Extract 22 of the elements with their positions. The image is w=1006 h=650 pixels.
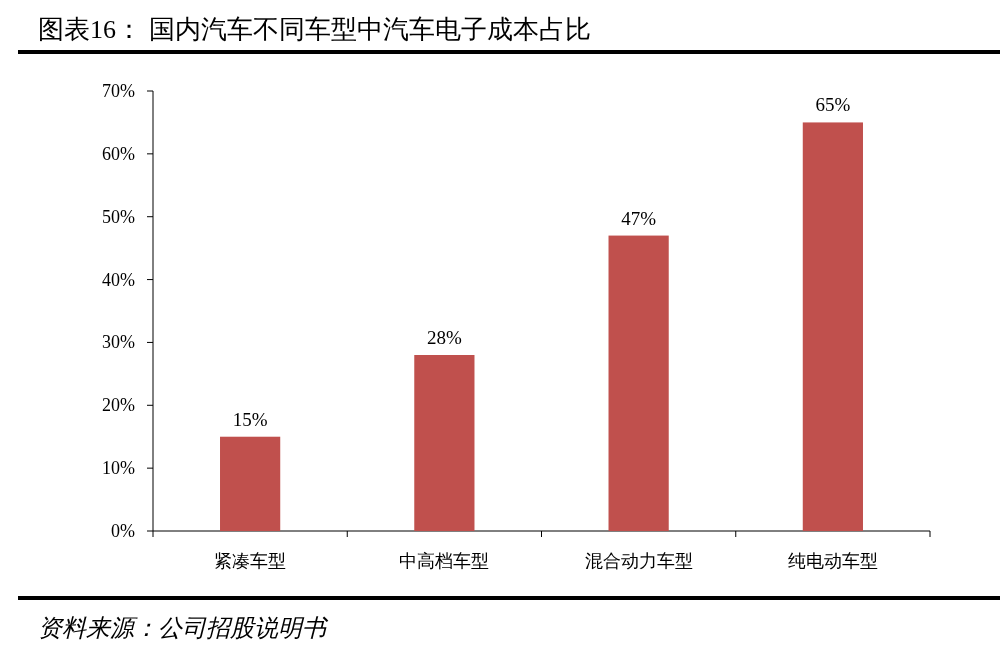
y-tick-label: 50% <box>102 206 135 227</box>
y-tick-label: 70% <box>102 81 135 101</box>
y-tick-label: 40% <box>102 269 135 290</box>
bar <box>608 235 669 531</box>
chart-title: 图表16： 国内汽车不同车型中汽车电子成本占比 <box>38 15 591 44</box>
y-tick-label: 0% <box>111 521 135 541</box>
x-tick-label: 紧凑车型 <box>214 551 287 571</box>
bar <box>802 122 863 531</box>
data-label: 47% <box>621 207 657 229</box>
x-tick-label: 中高档车型 <box>399 551 490 571</box>
x-tick-label: 纯电动车型 <box>787 551 878 571</box>
bar <box>414 355 475 531</box>
bar <box>220 436 281 531</box>
data-label: 28% <box>426 327 462 348</box>
data-label: 15% <box>232 408 268 430</box>
text: 资料来源：公司招股说明书 <box>38 615 329 641</box>
y-tick-label: 10% <box>102 458 135 479</box>
y-tick-label: 20% <box>102 395 135 416</box>
y-tick-label: 60% <box>102 143 135 164</box>
data-label: 65% <box>815 94 851 116</box>
x-tick-label: 混合动力车型 <box>584 551 693 571</box>
y-tick-label: 30% <box>102 332 135 353</box>
